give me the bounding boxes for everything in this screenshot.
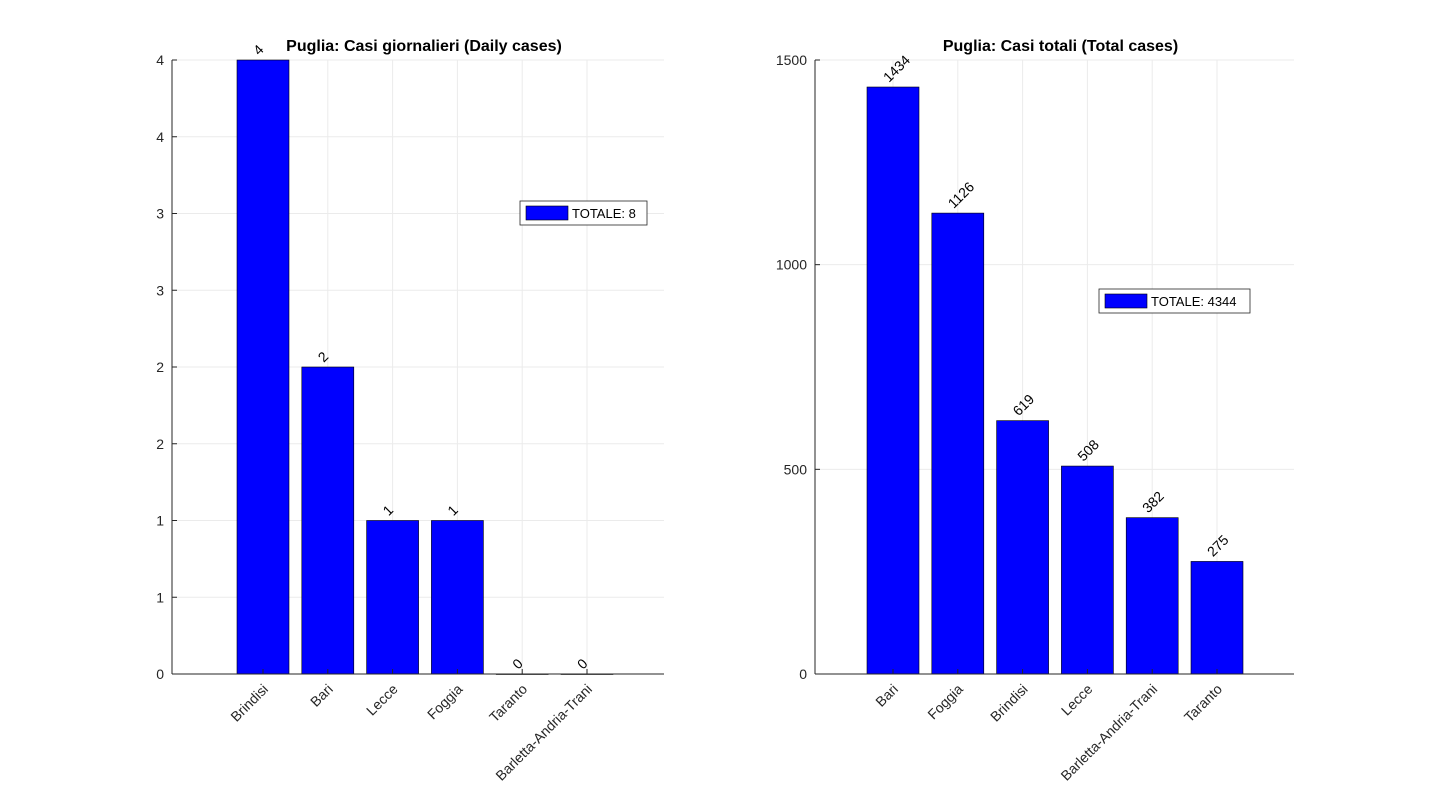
total-chart-title: Puglia: Casi totali (Total cases) [943, 38, 1178, 55]
total-data-label: 619 [1009, 391, 1037, 419]
daily-chart-title: Puglia: Casi giornalieri (Daily cases) [286, 38, 562, 55]
total-bar [866, 86, 920, 675]
daily-y-tick-label: 4 [156, 52, 164, 68]
total-legend: TOTALE: 4344 [1098, 288, 1251, 314]
total-data-label: 275 [1204, 532, 1232, 560]
total-data-label: 1434 [880, 52, 913, 85]
daily-x-tick-label: Lecce [363, 681, 401, 719]
total-data-label: 382 [1139, 488, 1167, 516]
daily-x-tick-label: Bari [307, 681, 336, 710]
daily-x-tick-label: Taranto [486, 681, 530, 725]
total-legend-label: TOTALE: 4344 [1151, 294, 1237, 309]
daily-data-label: 0 [574, 655, 591, 672]
total-y-tick-label: 1000 [776, 257, 807, 273]
daily-data-label: 1 [379, 502, 396, 519]
total-x-ticks: Bari Foggia Brindisi LecceBarletta-Andria-T… [872, 669, 1225, 784]
daily-legend-swatch [525, 205, 569, 221]
daily-y-tick-label: 0 [156, 666, 164, 682]
daily-data-label: 0 [509, 655, 526, 672]
daily-y-tick-label: 1 [156, 589, 164, 605]
daily-y-tick-label: 1 [156, 513, 164, 529]
total-y-tick-label: 0 [799, 666, 807, 682]
daily-cases-chart: 0 1 1 2 2 3 3 4 4 Brindisi Bari Lecce Foggia Taranto… [156, 38, 664, 784]
total-axes [814, 60, 1294, 675]
total-bar [996, 420, 1049, 675]
daily-bar [366, 520, 419, 675]
daily-bar [431, 520, 484, 675]
total-bar [931, 212, 985, 675]
total-data-label: 508 [1074, 436, 1102, 464]
daily-y-tick-label: 2 [156, 436, 164, 452]
total-legend-swatch [1104, 293, 1148, 309]
total-bar [1125, 517, 1179, 675]
total-x-tick-label: Bari [872, 681, 901, 710]
total-x-tick-label: Brindisi [987, 681, 1031, 725]
total-bars [866, 86, 1244, 675]
daily-legend: TOTALE: 8 [519, 200, 648, 226]
daily-x-tick-label: Brindisi [227, 681, 271, 725]
daily-data-label: 1 [444, 502, 461, 519]
total-x-tick-label: Taranto [1181, 681, 1225, 725]
daily-bar [236, 59, 290, 675]
total-x-tick-label: Foggia [924, 681, 966, 723]
daily-data-label: 2 [315, 348, 332, 365]
daily-y-tick-label: 2 [156, 359, 164, 375]
total-x-tick-label: Lecce [1058, 681, 1096, 719]
daily-bars [236, 59, 614, 675]
daily-data-labels: 4 2 1 1 0 0 [250, 41, 591, 672]
daily-legend-label: TOTALE: 8 [572, 206, 636, 221]
total-y-tick-label: 500 [784, 461, 808, 477]
daily-data-label: 4 [250, 41, 267, 58]
daily-y-ticks: 0 1 1 2 2 3 3 4 4 [156, 52, 177, 682]
total-y-ticks: 0 500 1000 1500 [776, 52, 820, 682]
total-bar [1190, 561, 1244, 675]
total-data-label: 1126 [945, 178, 978, 211]
total-y-tick-label: 1500 [776, 52, 807, 68]
daily-y-tick-label: 3 [156, 282, 164, 298]
total-bar [1061, 465, 1114, 675]
daily-x-tick-label: Foggia [424, 681, 466, 723]
daily-bar [301, 366, 355, 675]
daily-x-ticks: Brindisi Bari Lecce Foggia TarantoBarletta-A… [227, 669, 595, 784]
daily-y-tick-label: 3 [156, 206, 164, 222]
daily-y-tick-label: 4 [156, 129, 164, 145]
